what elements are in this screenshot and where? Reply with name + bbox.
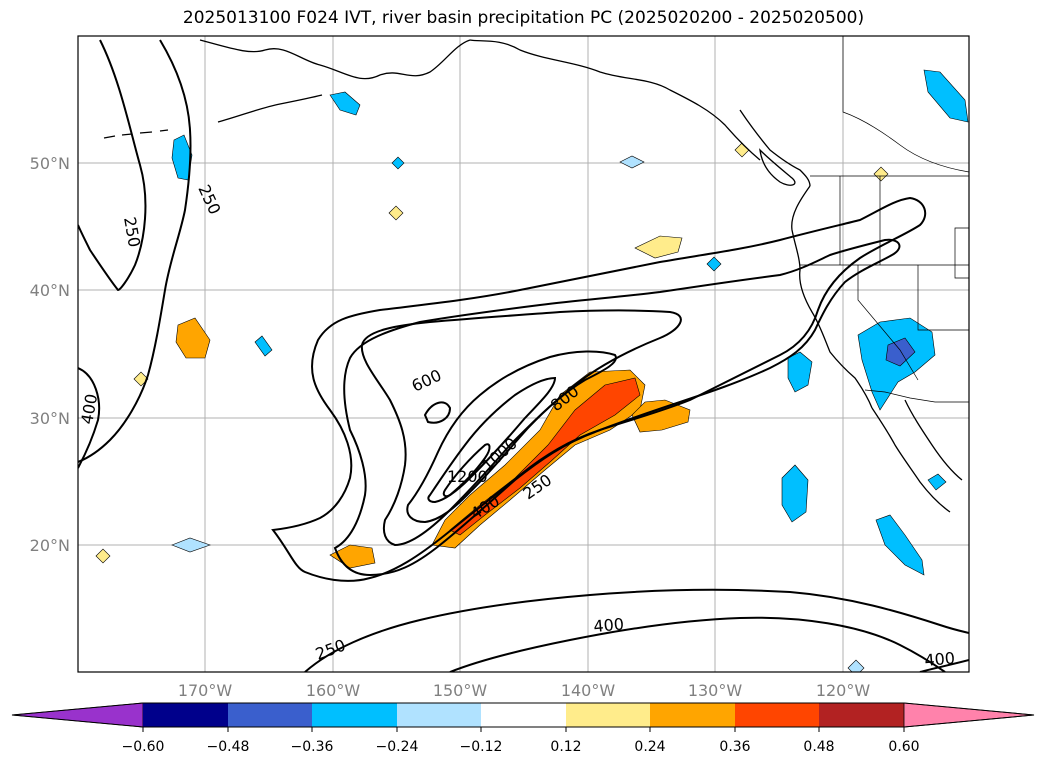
precip-patch-north xyxy=(634,235,683,259)
lon-label: 140°W xyxy=(561,681,616,700)
precip-patch-small-4 xyxy=(734,142,750,158)
contour-label: 400 xyxy=(77,392,101,425)
map-plot-area: 250 250 400 600 800 1000 1200 400 250 40… xyxy=(77,36,969,672)
colorbar-segment xyxy=(143,703,228,727)
lon-label: 170°W xyxy=(178,681,233,700)
ivt-contour-800 xyxy=(406,350,617,524)
colorbar: −0.60 −0.48 −0.36 −0.24 −0.12 0.12 0.24 … xyxy=(11,702,1035,755)
colorbar-tick-label: −0.12 xyxy=(460,739,503,755)
aleutian-islands xyxy=(103,129,169,139)
ivt-contour-600 xyxy=(360,309,682,547)
precip-shading xyxy=(95,69,969,672)
contour-label: 600 xyxy=(409,365,445,395)
gridlines xyxy=(78,36,969,672)
map-frame xyxy=(77,35,970,673)
political-borders xyxy=(800,36,969,403)
ivt-contour-400-main xyxy=(333,238,901,577)
colorbar-segment xyxy=(650,703,735,727)
ivt-contour-250-south xyxy=(304,588,969,672)
contour-label: 250 xyxy=(313,635,348,663)
ivt-contour-1000 xyxy=(427,376,557,504)
contour-label: 1200 xyxy=(447,467,488,486)
colorbar-segment xyxy=(312,703,397,727)
colorbar-tick-label: −0.48 xyxy=(207,739,250,755)
west-coast-us xyxy=(791,185,873,409)
contour-label: 250 xyxy=(194,182,224,218)
coastlines xyxy=(103,39,963,513)
contour-label: 400 xyxy=(924,648,956,670)
contour-label: 400 xyxy=(593,614,625,636)
precip-patch-small-5 xyxy=(873,166,889,182)
longitude-labels: 170°W 160°W 150°W 140°W 130°W 120°W xyxy=(178,681,871,700)
ivt-contour-400-south xyxy=(449,616,946,672)
lat-label: 20°N xyxy=(30,536,70,555)
precip-patch-west xyxy=(175,317,211,359)
us-mexico-border xyxy=(864,389,969,403)
ivt-contour-1200 xyxy=(442,443,491,498)
baja-west-coast xyxy=(871,407,951,513)
negative-precip-small-5 xyxy=(254,335,273,357)
colorbar-ticks xyxy=(142,727,905,732)
colorbar-extend-low xyxy=(11,702,144,728)
bc-coast xyxy=(739,109,811,187)
negative-precip-small-3 xyxy=(171,537,211,553)
precip-patch-east xyxy=(631,399,691,433)
negative-precip-small-6 xyxy=(927,473,947,491)
negative-precip-small-2 xyxy=(706,256,722,272)
negative-precip-offshore-1 xyxy=(781,464,809,523)
latitude-labels: 50°N 40°N 30°N 20°N xyxy=(30,154,70,555)
alaska-peninsula xyxy=(217,94,323,123)
lat-label: 30°N xyxy=(30,409,70,428)
ivt-contour-250-west-b xyxy=(78,39,192,463)
lon-label: 150°W xyxy=(433,681,488,700)
colorbar-tick-label: −0.24 xyxy=(376,739,419,755)
colorbar-segment xyxy=(735,703,819,727)
negative-precip-small-4 xyxy=(391,156,405,170)
precip-patch-small-1 xyxy=(95,548,111,564)
negative-precip-small-1 xyxy=(619,155,645,169)
lat-label: 50°N xyxy=(30,154,70,173)
ivt-contour-600-small xyxy=(423,401,452,424)
negative-precip-core xyxy=(885,337,916,367)
map-title: 2025013100 F024 IVT, river basin precipi… xyxy=(182,8,865,28)
precip-patch-small-3 xyxy=(388,205,404,221)
negative-precip-offshore-2 xyxy=(787,351,813,393)
ivt-contour-250-main xyxy=(271,196,927,582)
colorbar-tick-labels: −0.60 −0.48 −0.36 −0.24 −0.12 0.12 0.24 … xyxy=(122,739,920,755)
gulf-alaska-coast xyxy=(469,39,761,161)
ivt-contour-250-west-a xyxy=(78,39,147,292)
vancouver-island xyxy=(759,148,796,186)
precip-patch-southwest xyxy=(329,544,376,569)
ivt-contours xyxy=(78,39,969,672)
negative-precip-small-7 xyxy=(847,659,865,672)
lat-label: 40°N xyxy=(30,281,70,300)
colorbar-segment xyxy=(397,703,481,727)
gulf-of-california xyxy=(904,399,963,481)
colorbar-tick-label: 0.60 xyxy=(888,739,919,755)
colorbar-tick-label: −0.36 xyxy=(291,739,334,755)
alaska-coast xyxy=(199,39,471,80)
negative-precip-canada xyxy=(923,69,969,123)
lon-label: 160°W xyxy=(306,681,361,700)
state-borders xyxy=(839,176,969,381)
colorbar-segment xyxy=(566,703,650,727)
alaska-canada-border xyxy=(842,36,969,173)
ivt-contour-400-west xyxy=(78,367,101,469)
ivt-contour-400-southeast xyxy=(919,659,969,672)
colorbar-tick-label: 0.36 xyxy=(719,739,750,755)
colorbar-tick-label: 0.12 xyxy=(550,739,581,755)
colorbar-extend-high xyxy=(903,702,1035,728)
colorbar-segment xyxy=(481,703,566,727)
colorbar-tick-label: −0.60 xyxy=(122,739,165,755)
lon-label: 120°W xyxy=(816,681,871,700)
colorbar-tick-label: 0.24 xyxy=(634,739,665,755)
negative-precip-aleutian xyxy=(329,91,361,116)
contour-label: 250 xyxy=(120,215,144,248)
colorbar-tick-label: 0.48 xyxy=(803,739,834,755)
colorbar-segment xyxy=(819,703,904,727)
negative-precip-baja xyxy=(875,514,925,576)
lon-label: 130°W xyxy=(688,681,743,700)
colorbar-segment xyxy=(228,703,312,727)
